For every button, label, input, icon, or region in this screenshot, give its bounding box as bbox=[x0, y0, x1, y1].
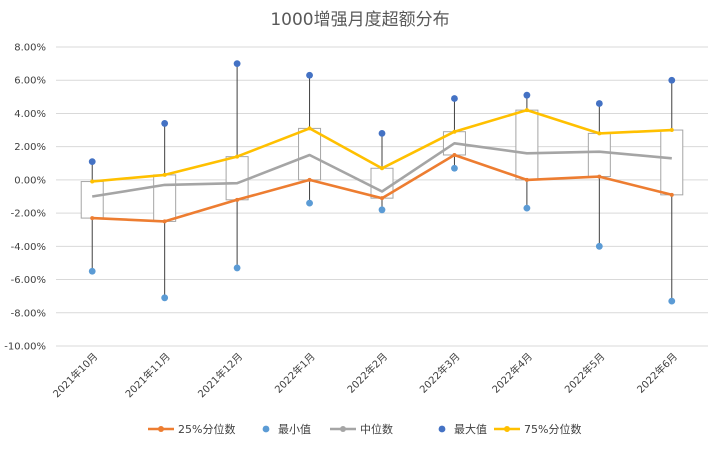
scatter-point bbox=[523, 204, 531, 212]
scatter-point bbox=[668, 76, 676, 84]
x-tick-label: 2022年4月 bbox=[489, 350, 535, 396]
line-point bbox=[452, 129, 457, 134]
y-tick-label: -10.00% bbox=[4, 342, 46, 353]
scatter-point bbox=[233, 264, 241, 272]
legend-marker bbox=[262, 425, 270, 433]
legend-label: 中位数 bbox=[360, 422, 393, 436]
line-point bbox=[524, 177, 529, 182]
line-point bbox=[307, 177, 312, 182]
x-tick-label: 2021年12月 bbox=[195, 350, 245, 400]
line-point bbox=[235, 154, 240, 159]
legend-marker bbox=[158, 426, 164, 432]
scatter-point bbox=[88, 158, 96, 166]
box-layer bbox=[80, 63, 684, 302]
box bbox=[80, 181, 104, 219]
scatter-point bbox=[161, 294, 169, 302]
x-tick-label: 2022年3月 bbox=[417, 350, 463, 396]
line-point bbox=[235, 197, 240, 202]
series-line bbox=[91, 142, 672, 198]
line-point bbox=[524, 108, 529, 113]
chart-title: 1000增强月度超额分布 bbox=[270, 10, 449, 30]
x-tick-label: 2022年2月 bbox=[344, 350, 390, 396]
legend-label: 25%分位数 bbox=[178, 422, 235, 436]
scatter-point bbox=[378, 206, 386, 214]
box bbox=[153, 174, 177, 222]
legend-marker bbox=[504, 426, 510, 432]
box bbox=[225, 156, 249, 201]
scatter-point bbox=[88, 267, 96, 275]
scatter-point bbox=[595, 100, 603, 107]
scatter-point bbox=[378, 129, 386, 137]
scatter-point bbox=[451, 164, 458, 172]
line-point bbox=[307, 126, 312, 131]
line-point bbox=[380, 196, 384, 201]
x-tick-label: 2022年5月 bbox=[562, 350, 608, 396]
point-layer bbox=[88, 60, 676, 305]
line-point bbox=[452, 152, 457, 157]
legend: 25%分位数 最小值 中位数 最大值 75%分位数 bbox=[148, 422, 581, 436]
scatter-point bbox=[161, 120, 169, 127]
y-tick-label: -2.00% bbox=[11, 209, 46, 220]
x-tick-label: 2021年10月 bbox=[50, 350, 100, 400]
x-tick-label: 2021年11月 bbox=[122, 350, 172, 400]
y-tick-label: -6.00% bbox=[11, 275, 46, 286]
legend-marker bbox=[340, 426, 346, 432]
line-point bbox=[669, 128, 674, 133]
y-axis-ticks: 8.00% 6.00% 4.00% 2.00% 0.00% -2.00% -4.00% -6.… bbox=[4, 43, 46, 353]
line-point bbox=[597, 131, 602, 136]
y-tick-label: 8.00% bbox=[14, 43, 46, 54]
y-tick-label: -8.00% bbox=[11, 308, 46, 319]
box bbox=[515, 109, 539, 181]
line-point bbox=[380, 166, 384, 171]
x-axis-ticks: 2021年10月 2021年11月 2021年12月 2022年1月 2022年2月 20… bbox=[50, 350, 680, 400]
y-tick-label: -4.00% bbox=[11, 242, 46, 253]
y-tick-label: 6.00% bbox=[14, 76, 46, 87]
box bbox=[587, 132, 611, 178]
line-point bbox=[162, 172, 167, 177]
y-tick-label: 4.00% bbox=[14, 109, 46, 120]
scatter-point bbox=[233, 60, 241, 68]
line-point bbox=[90, 179, 95, 184]
x-tick-label: 2022年1月 bbox=[272, 350, 318, 396]
scatter-point bbox=[306, 199, 313, 207]
scatter-point bbox=[668, 297, 676, 305]
line-point bbox=[669, 192, 674, 197]
scatter-point bbox=[451, 95, 458, 102]
line-point bbox=[162, 219, 167, 224]
legend-label: 最小值 bbox=[278, 423, 311, 436]
scatter-point bbox=[595, 242, 603, 250]
scatter-point bbox=[523, 91, 531, 99]
line-point bbox=[597, 174, 602, 179]
line-point bbox=[90, 216, 95, 221]
legend-label: 75%分位数 bbox=[524, 422, 581, 436]
y-tick-label: 0.00% bbox=[14, 175, 46, 186]
scatter-point bbox=[306, 71, 313, 79]
legend-label: 最大值 bbox=[454, 422, 487, 436]
x-tick-label: 2022年6月 bbox=[634, 350, 680, 396]
y-tick-label: 2.00% bbox=[14, 142, 46, 153]
legend-marker bbox=[438, 425, 446, 433]
box bbox=[660, 129, 684, 196]
